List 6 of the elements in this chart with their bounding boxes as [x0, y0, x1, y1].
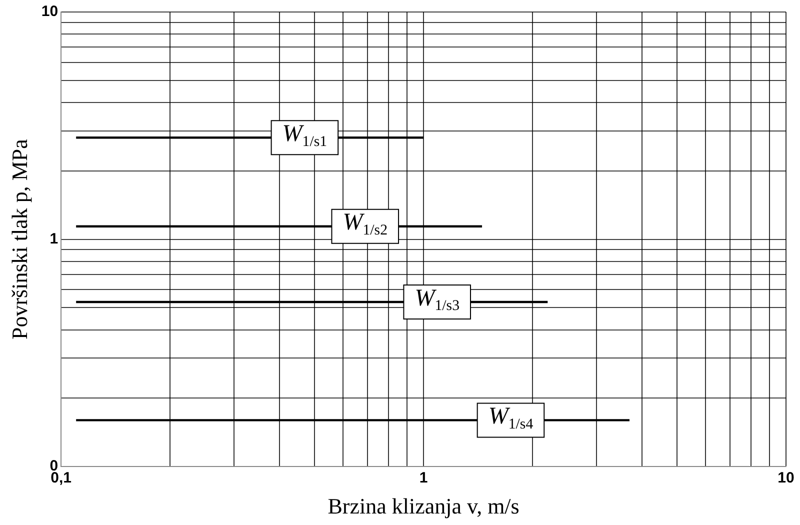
x-axis-title: Brzina klizanja v, m/s: [328, 494, 520, 519]
y-tick-label: 1: [50, 230, 58, 248]
y-tick-label: 10: [41, 3, 58, 20]
x-tick-label: 1: [419, 470, 428, 487]
x-tick-label: 10: [778, 470, 794, 487]
y-axis-title: Površinski tlak p, MPa: [6, 138, 32, 340]
